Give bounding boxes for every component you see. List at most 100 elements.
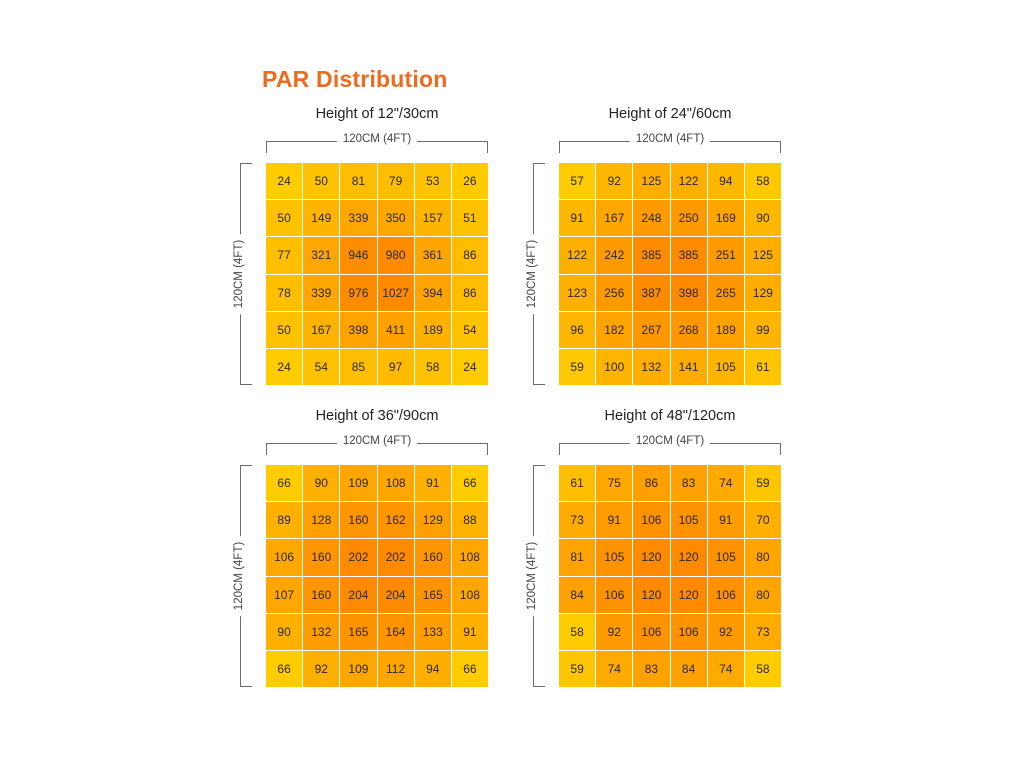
heatmap-cell: 53 [414,163,451,200]
width-dimension-bracket: 120CM (4FT) [266,435,488,455]
heatmap-cell: 133 [414,613,451,650]
heatmap-cell: 169 [707,200,744,237]
heatmap-cell: 94 [414,650,451,687]
heatmap-cell: 59 [559,348,596,385]
heatmap-cell: 97 [377,348,414,385]
heatmap-cell: 164 [377,613,414,650]
heatmap-cell: 61 [744,348,781,385]
heatmap-cell: 108 [451,539,488,576]
heatmap-cell: 80 [744,576,781,613]
heatmap-cell: 251 [707,237,744,274]
heatmap-cell: 61 [559,465,596,502]
width-dimension-bracket: 120CM (4FT) [559,435,781,455]
heatmap-cell: 106 [707,576,744,613]
width-label: 120CM (4FT) [629,133,711,145]
heatmap-cell: 106 [633,613,670,650]
heatmap-cell: 92 [303,650,340,687]
heatmap-cell: 160 [303,539,340,576]
heatmap-cell: 182 [596,311,633,348]
heatmap-cell: 129 [414,502,451,539]
heatmap-cell: 204 [377,576,414,613]
heatmap-cell: 91 [414,465,451,502]
heatmap-cell: 125 [633,163,670,200]
heatmap-cell: 88 [451,502,488,539]
heatmap-cell: 81 [559,539,596,576]
heatmap-cell: 265 [707,274,744,311]
heatmap-cell: 26 [451,163,488,200]
heatmap-cell: 204 [340,576,377,613]
heatmap-cell: 165 [340,613,377,650]
heatmap-cell: 54 [303,348,340,385]
heatmap-cell: 248 [633,200,670,237]
heatmap-panel-12in: Height of 12"/30cm 120CM (4FT) 120CM (4F… [233,106,510,396]
panel-title: Height of 36"/90cm [315,408,439,424]
heatmap-cell: 91 [707,502,744,539]
heatmap-cell: 89 [266,502,303,539]
heatmap-cell: 86 [451,237,488,274]
heatmap-cell: 66 [266,465,303,502]
heatmap-cell: 105 [670,502,707,539]
heatmap-cell: 58 [744,650,781,687]
heatmap-cell: 92 [707,613,744,650]
heatmap-cell: 77 [266,237,303,274]
heatmap-grid: 66 90 109 108 91 66 89 128 160 162 129 88 106 160 202 2… [266,465,488,687]
heatmap-cell: 122 [670,163,707,200]
heatmap-cell: 202 [377,539,414,576]
heatmap-cell: 83 [670,465,707,502]
heatmap-cell: 157 [414,200,451,237]
heatmap-cell: 50 [266,311,303,348]
heatmap-cell: 78 [266,274,303,311]
heatmap-cell: 189 [707,311,744,348]
heatmap-cell: 350 [377,200,414,237]
heatmap-cell: 59 [559,650,596,687]
depth-label: 120CM (4FT) [233,535,245,617]
heatmap-cell: 80 [744,539,781,576]
heatmap-cell: 107 [266,576,303,613]
heatmap-cell: 58 [559,613,596,650]
heatmap-cell: 202 [340,539,377,576]
width-dimension-bracket: 120CM (4FT) [559,133,781,153]
heatmap-panel-24in: Height of 24"/60cm 120CM (4FT) 120CM (4F… [526,106,803,396]
heatmap-cell: 122 [559,237,596,274]
panel-title: Height of 48"/120cm [604,408,736,424]
heatmap-cell: 160 [340,502,377,539]
heatmap-cell: 109 [340,465,377,502]
heatmap-panel-48in: Height of 48"/120cm 120CM (4FT) 120CM (4… [526,408,803,698]
width-label: 120CM (4FT) [629,435,711,447]
heatmap-cell: 149 [303,200,340,237]
heatmap-cell: 321 [303,237,340,274]
heatmap-cell: 946 [340,237,377,274]
width-label: 120CM (4FT) [336,435,418,447]
heatmap-cell: 94 [707,163,744,200]
heatmap-cell: 91 [451,613,488,650]
heatmap-cell: 141 [670,348,707,385]
heatmap-cell: 75 [596,465,633,502]
heatmap-cell: 86 [633,465,670,502]
heatmap-cell: 24 [266,163,303,200]
heatmap-cell: 120 [670,539,707,576]
heatmap-cell: 129 [744,274,781,311]
heatmap-cell: 108 [377,465,414,502]
depth-label: 120CM (4FT) [233,233,245,315]
heatmap-cell: 132 [633,348,670,385]
heatmap-cell: 125 [744,237,781,274]
heatmap-cell: 267 [633,311,670,348]
heatmap-cell: 51 [451,200,488,237]
heatmap-cell: 120 [633,539,670,576]
heatmap-cell: 106 [670,613,707,650]
heatmap-cell: 70 [744,502,781,539]
heatmap-cell: 90 [303,465,340,502]
heatmap-cell: 90 [266,613,303,650]
heatmap-cell: 92 [596,163,633,200]
depth-dimension-bracket: 120CM (4FT) [526,465,545,687]
heatmap-cell: 79 [377,163,414,200]
heatmap-cell: 92 [596,613,633,650]
heatmap-cell: 91 [596,502,633,539]
heatmap-cell: 106 [633,502,670,539]
heatmap-grid: 24 50 81 79 53 26 50 149 339 350 157 51 77 321 946 980 3… [266,163,488,385]
heatmap-cell: 90 [744,200,781,237]
heatmap-cell: 50 [303,163,340,200]
heatmap-cell: 81 [340,163,377,200]
heatmap-cell: 411 [377,311,414,348]
heatmap-cell: 105 [596,539,633,576]
